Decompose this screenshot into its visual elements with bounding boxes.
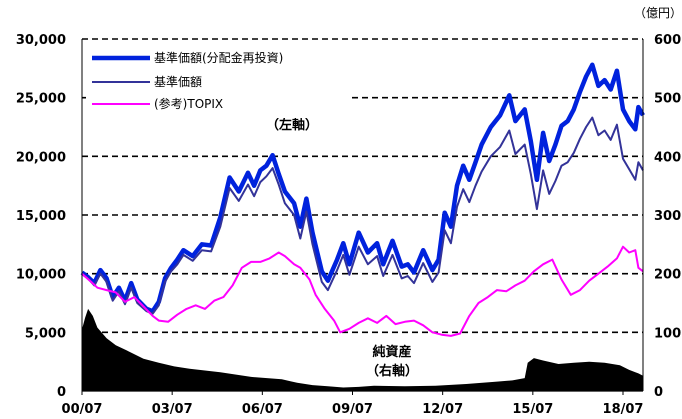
- right-tick-label: 100: [654, 326, 681, 341]
- series-net-assets-area: [82, 308, 643, 391]
- right-tick-label: 500: [654, 92, 681, 107]
- gridlines: [82, 38, 643, 334]
- right-axis-note: （右軸）: [366, 363, 418, 379]
- axes-layer: [81, 39, 644, 392]
- legend: 基準価額(分配金再投資) 基準価額 (参考)TOPIX: [86, 40, 352, 118]
- left-tick-label: 5,000: [25, 326, 66, 341]
- left-tick-label: 30,000: [16, 33, 66, 48]
- left-tick-label: 0: [57, 385, 66, 400]
- left-tick-label: 20,000: [16, 150, 66, 165]
- right-tick-label: 600: [654, 33, 681, 48]
- legend-label-nav: 基準価額: [154, 74, 202, 89]
- legend-label-reinvest: 基準価額(分配金再投資): [154, 50, 283, 65]
- right-tick-label: 300: [654, 209, 681, 224]
- x-axis-ticks: 00/07 03/07 06/07 09/07 12/07 15/07 18/07: [62, 391, 644, 417]
- left-axis-ticks: 0 5,000 10,000 15,000 20,000 25,000 30,000: [16, 33, 66, 400]
- right-tick-label: 200: [654, 268, 681, 283]
- x-tick-label: 00/07: [62, 402, 103, 417]
- series-line-nav: [81, 116, 644, 315]
- right-tick-label: 0: [654, 385, 663, 400]
- left-tick-label: 15,000: [16, 209, 66, 224]
- left-tick-label: 10,000: [16, 268, 66, 283]
- x-tick-label: 12/07: [422, 402, 463, 417]
- x-tick-label: 15/07: [512, 402, 553, 417]
- x-tick-label: 06/07: [242, 402, 283, 417]
- x-tick-label: 18/07: [603, 402, 644, 417]
- x-tick-label: 09/07: [332, 402, 373, 417]
- lines-layer: [80, 62, 645, 337]
- series-line-reinvest: [80, 62, 645, 314]
- left-axis-note: （左軸）: [266, 117, 318, 133]
- net-assets-label: 純資産: [372, 344, 411, 360]
- right-axis-unit: （億円）: [634, 6, 682, 20]
- legend-label-topix: (参考)TOPIX: [154, 96, 223, 111]
- right-axis-ticks: 0 100 200 300 400 500 600: [654, 33, 681, 400]
- right-tick-label: 400: [654, 150, 681, 165]
- net-assets-area-layer: [82, 308, 643, 391]
- left-tick-label: 25,000: [16, 92, 66, 107]
- series-line-topix: [81, 245, 644, 337]
- x-tick-label: 03/07: [152, 402, 193, 417]
